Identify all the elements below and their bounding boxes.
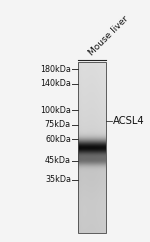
Text: 140kDa: 140kDa <box>40 79 71 88</box>
Text: 180kDa: 180kDa <box>40 65 71 74</box>
Text: 60kDa: 60kDa <box>45 135 71 144</box>
Text: 35kDa: 35kDa <box>45 175 71 184</box>
Text: 45kDa: 45kDa <box>45 156 71 165</box>
Text: 100kDa: 100kDa <box>40 106 71 115</box>
Text: Mouse liver: Mouse liver <box>87 14 130 57</box>
Text: ACSL4: ACSL4 <box>113 116 145 126</box>
Bar <box>78 62 106 233</box>
Text: 75kDa: 75kDa <box>45 120 71 129</box>
